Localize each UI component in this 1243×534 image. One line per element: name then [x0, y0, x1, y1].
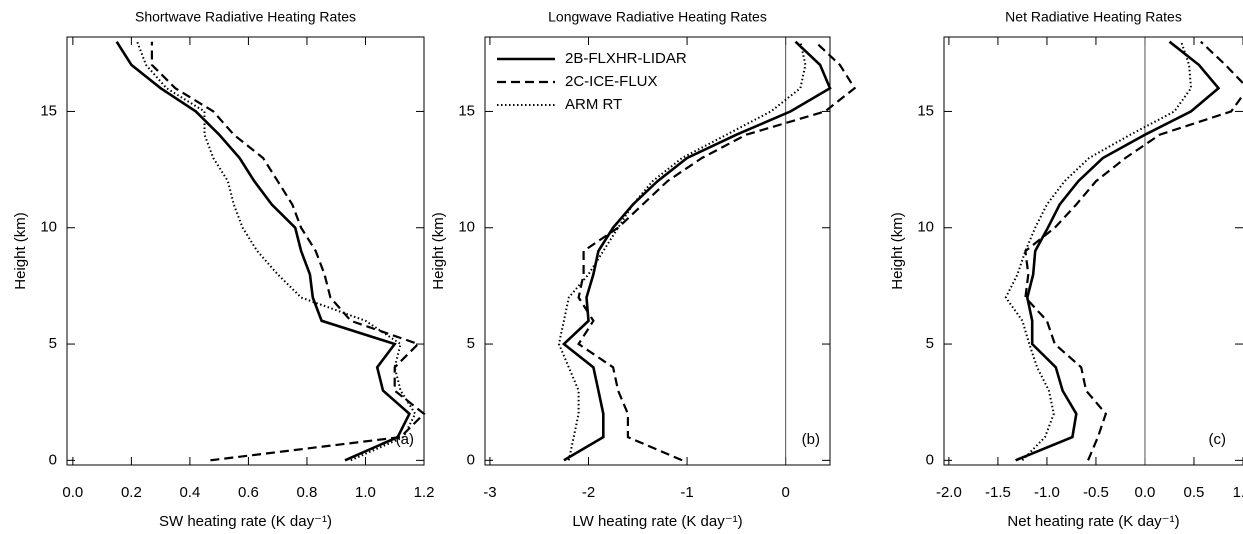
y-tick-label: 0	[49, 451, 57, 468]
panel-label: (b)	[802, 431, 820, 448]
x-tick-label: 0.0	[1135, 484, 1156, 501]
x-tick-label: -3	[483, 484, 496, 501]
x-tick-label: -1.5	[985, 484, 1011, 501]
panel-label: (c)	[1209, 431, 1227, 448]
x-tick-label: 0.0	[62, 484, 83, 501]
x-axis-label: Net heating rate (K day⁻¹)	[1007, 513, 1179, 530]
panel: Shortwave Radiative Heating Rates SW heat…	[12, 9, 434, 530]
legend-label: ARM RT	[565, 96, 622, 113]
x-tick-label: 0.4	[179, 484, 200, 501]
panel-label: (a)	[396, 431, 414, 448]
y-tick-label: 15	[40, 102, 57, 119]
y-tick-label: 10	[917, 219, 934, 236]
profile-line	[1015, 40, 1221, 462]
y-tick-label: 5	[926, 335, 934, 352]
y-tick-label: 15	[458, 102, 475, 119]
x-tick-label: 0.5	[1184, 484, 1205, 501]
plot-frame	[484, 36, 831, 466]
profile-line	[150, 41, 426, 462]
panel: Longwave Radiative Heating Rates LW heati…	[430, 9, 857, 530]
y-tick-label: 5	[467, 335, 475, 352]
y-tick-label: 0	[926, 451, 934, 468]
y-axis-label: Height (km)	[889, 212, 906, 290]
y-tick-label: 15	[917, 102, 934, 119]
panel: Net Radiative Heating Rates Net heating r…	[889, 9, 1243, 530]
y-tick-label: 10	[458, 219, 475, 236]
chart-title: Net Radiative Heating Rates	[1005, 9, 1182, 25]
y-tick-label: 5	[49, 335, 57, 352]
chart-title: Longwave Radiative Heating Rates	[548, 9, 767, 25]
profile-line	[115, 41, 412, 462]
y-axis-label: Height (km)	[12, 212, 29, 290]
profile-line	[136, 41, 417, 462]
x-tick-label: 0.2	[121, 484, 142, 501]
x-tick-label: 1.0	[355, 484, 376, 501]
legend-label: 2C-ICE-FLUX	[565, 73, 658, 90]
x-tick-label: -1	[680, 484, 693, 501]
plot-frame	[66, 36, 425, 466]
plot-frame	[943, 36, 1243, 466]
x-tick-label: 0	[781, 484, 789, 501]
x-axis-label: LW heating rate (K day⁻¹)	[572, 513, 742, 530]
x-tick-label: -1.0	[1034, 484, 1060, 501]
x-tick-label: 1.0	[1233, 484, 1243, 501]
profile-line	[1004, 41, 1193, 461]
x-axis-label: SW heating rate (K day⁻¹)	[159, 513, 332, 530]
legend-label: 2B-FLXHR-LIDAR	[565, 50, 687, 67]
x-tick-label: 1.2	[414, 484, 435, 501]
profile-line	[561, 40, 832, 462]
y-tick-label: 0	[467, 451, 475, 468]
chart-title: Shortwave Radiative Heating Rates	[135, 9, 356, 25]
profile-line	[1024, 40, 1243, 461]
x-tick-label: -2.0	[936, 484, 962, 501]
x-tick-label: 0.6	[238, 484, 259, 501]
y-tick-label: 10	[40, 219, 57, 236]
x-tick-label: -2	[582, 484, 595, 501]
x-tick-label: 0.8	[297, 484, 318, 501]
y-axis-label: Height (km)	[430, 212, 447, 290]
x-tick-label: -0.5	[1083, 484, 1109, 501]
